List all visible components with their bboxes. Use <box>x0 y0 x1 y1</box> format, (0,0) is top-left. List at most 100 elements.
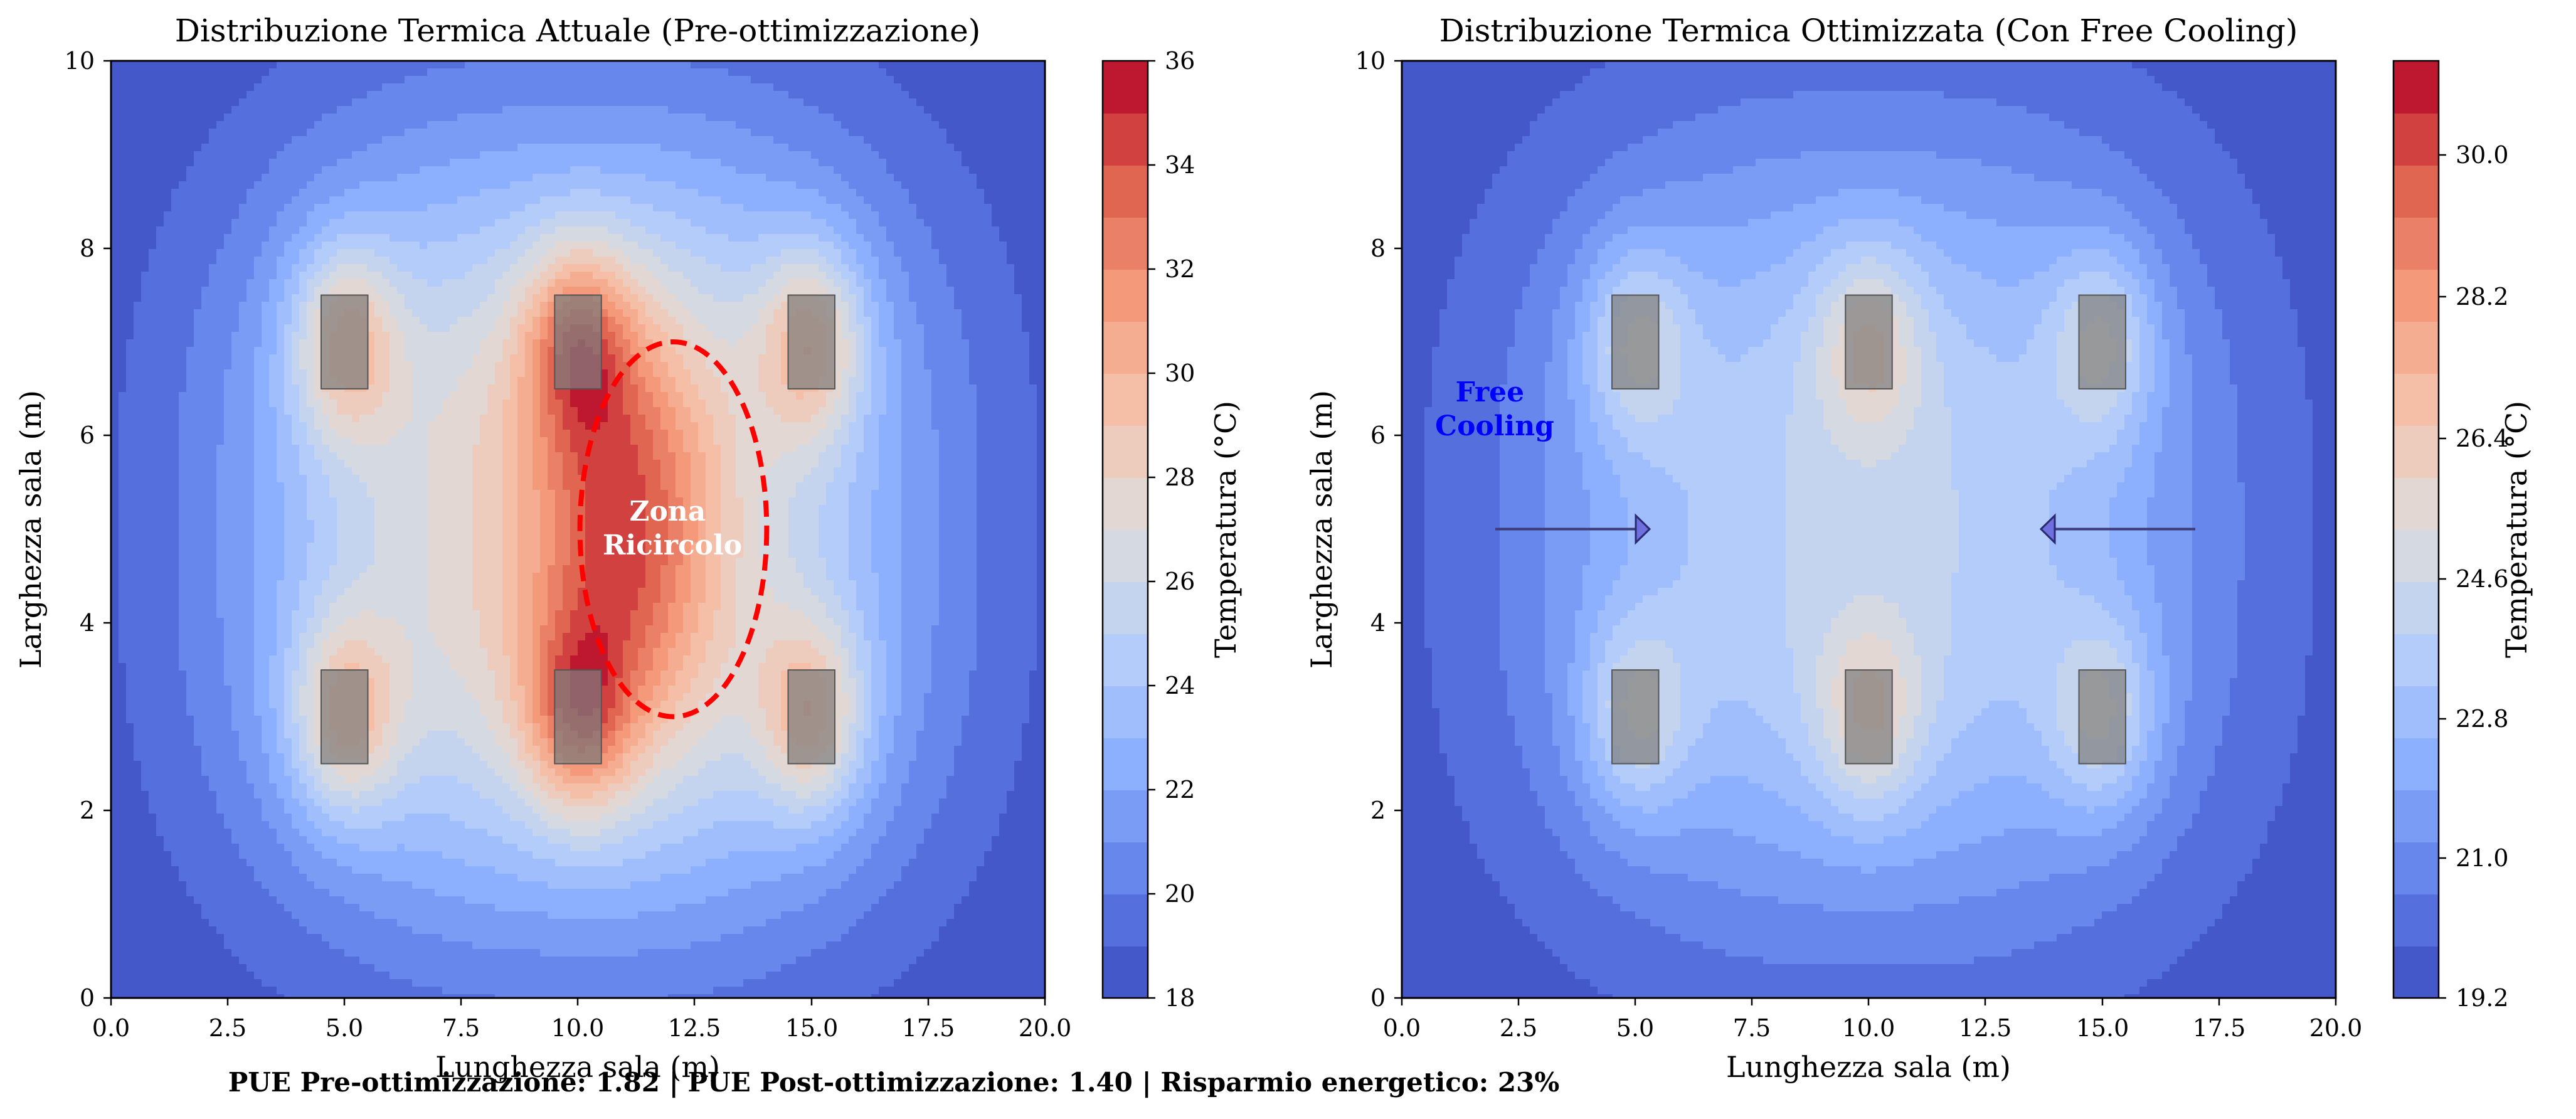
heatmap-cell <box>533 257 541 265</box>
heatmap-cell <box>909 272 917 280</box>
heatmap-cell <box>420 189 428 197</box>
heatmap-cell <box>450 354 458 363</box>
heatmap-cell <box>999 151 1007 159</box>
heatmap-cell <box>819 76 827 84</box>
heatmap-cell <box>788 219 797 227</box>
heatmap-cell <box>367 136 375 144</box>
heatmap-cell <box>480 114 488 122</box>
heatmap-cell <box>367 159 375 167</box>
heatmap-cell <box>194 219 202 227</box>
heatmap-cell <box>879 121 887 129</box>
heatmap-cell <box>728 166 736 174</box>
heatmap-cell <box>728 354 736 363</box>
heatmap-cell <box>405 257 413 265</box>
heatmap-cell <box>916 98 925 107</box>
heatmap-cell <box>1029 159 1037 167</box>
heatmap-cell <box>781 279 789 287</box>
heatmap-cell <box>773 129 782 137</box>
heatmap-cell <box>578 196 586 204</box>
heatmap-cell <box>194 61 202 69</box>
heatmap-cell <box>811 226 819 235</box>
heatmap-cell <box>811 121 819 129</box>
heatmap-cell <box>796 166 804 174</box>
heatmap-cell <box>630 219 639 227</box>
heatmap-cell <box>751 204 759 212</box>
heatmap-cell <box>909 279 917 287</box>
heatmap-cell <box>901 129 909 137</box>
heatmap-cell <box>111 129 119 137</box>
heatmap-cell <box>179 234 187 242</box>
heatmap-cell <box>563 174 571 182</box>
heatmap-cell <box>909 166 917 174</box>
heatmap-cell <box>743 61 751 69</box>
heatmap-cell <box>314 287 322 295</box>
heatmap-cell <box>901 166 909 174</box>
heatmap-cell <box>977 249 985 257</box>
heatmap-cell <box>638 166 646 174</box>
heatmap-cell <box>660 68 669 77</box>
heatmap-cell <box>849 83 857 92</box>
heatmap-cell <box>525 106 533 114</box>
heatmap-cell <box>209 196 217 204</box>
heatmap-cell <box>412 317 420 325</box>
heatmap-cell <box>472 264 480 272</box>
heatmap-cell <box>977 317 985 325</box>
heatmap-cell <box>337 106 345 114</box>
heatmap-cell <box>292 317 300 325</box>
heatmap-cell <box>1022 249 1030 257</box>
heatmap-cell <box>246 61 255 69</box>
heatmap-cell <box>292 234 300 242</box>
heatmap-cell <box>645 98 654 107</box>
heatmap-cell <box>736 324 744 332</box>
heatmap-cell <box>502 279 511 287</box>
heatmap-cell <box>630 98 639 107</box>
heatmap-cell <box>954 106 962 114</box>
heatmap-cell <box>758 317 766 325</box>
heatmap-cell <box>314 234 322 242</box>
heatmap-cell <box>480 354 488 363</box>
heatmap-cell <box>472 317 480 325</box>
heatmap-cell <box>548 354 556 363</box>
heatmap-cell <box>593 249 601 257</box>
heatmap-cell <box>969 347 977 355</box>
heatmap-cell <box>977 68 985 77</box>
heatmap-cell <box>977 181 985 189</box>
heatmap-cell <box>450 196 458 204</box>
heatmap-cell <box>698 129 706 137</box>
heatmap-cell <box>954 159 962 167</box>
heatmap-cell <box>1014 136 1022 144</box>
heatmap-cell <box>314 166 322 174</box>
heatmap-cell <box>119 219 127 227</box>
heatmap-cell <box>359 249 368 257</box>
heatmap-cell <box>638 279 646 287</box>
heatmap-cell <box>909 294 917 302</box>
heatmap-cell <box>517 317 526 325</box>
heatmap-cell <box>149 226 157 235</box>
heatmap-cell <box>645 91 654 99</box>
heatmap-cell <box>879 339 887 347</box>
heatmap-cell <box>736 354 744 363</box>
heatmap-cell <box>901 106 909 114</box>
heatmap-cell <box>344 166 352 174</box>
heatmap-cell <box>623 61 631 69</box>
heatmap-cell <box>909 151 917 159</box>
heatmap-cell <box>502 332 511 340</box>
heatmap-cell <box>728 136 736 144</box>
heatmap-cell <box>578 61 586 69</box>
heatmap-cell <box>359 287 368 295</box>
heatmap-cell <box>329 211 337 220</box>
heatmap-cell <box>668 136 676 144</box>
heatmap-cell <box>246 114 255 122</box>
heatmap-cell <box>186 189 194 197</box>
heatmap-cell <box>713 166 721 174</box>
heatmap-cell <box>608 302 616 310</box>
heatmap-cell <box>111 279 119 287</box>
heatmap-cell <box>826 144 834 152</box>
heatmap-cell <box>292 226 300 235</box>
heatmap-cell <box>706 144 714 152</box>
heatmap-cell <box>758 121 766 129</box>
heatmap-cell <box>977 129 985 137</box>
heatmap-cell <box>1014 294 1022 302</box>
heatmap-cell <box>224 347 232 355</box>
heatmap-cell <box>239 339 247 347</box>
